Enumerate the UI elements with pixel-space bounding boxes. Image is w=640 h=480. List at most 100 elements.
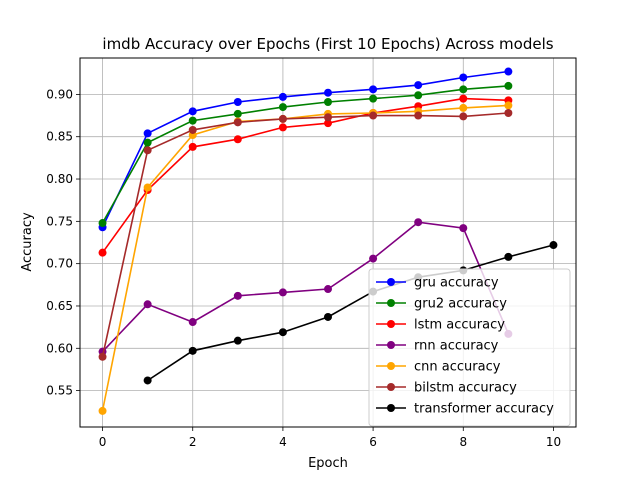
series-line-gru-accuracy [101,70,509,228]
legend-swatch-marker [387,320,395,328]
legend-entry: gru accuracy [376,276,499,291]
data-point [233,336,242,345]
data-point [233,135,242,144]
series-layer [98,67,558,415]
legend-entry: gru2 accuracy [376,297,507,312]
legend-entry: lstm accuracy [376,318,505,333]
legend-label: bilstm accuracy [414,381,517,396]
data-point [459,112,468,121]
data-point [459,224,468,233]
data-point [324,98,332,107]
series-gru2-accuracy [98,81,513,228]
legend-label: transformer accuracy [414,402,554,417]
data-point [324,312,332,321]
y-axis-ticks: 0.55 0.60 0.65 0.70 0.75 0.80 0.85 0.90 [46,87,80,398]
data-point [143,183,152,192]
data-point [98,352,107,361]
data-point [369,254,378,263]
data-point [459,103,468,112]
chart-title: imdb Accuracy over Epochs (First 10 Epoc… [102,35,553,53]
series-line-transformer-accuracy [147,244,554,382]
data-point [504,101,513,110]
data-point [459,73,468,82]
data-point [369,111,378,120]
legend-entry: bilstm accuracy [376,381,517,396]
x-tick-label: 2 [189,435,197,449]
x-tick-label: 6 [369,435,377,449]
data-point [278,103,287,112]
data-point [324,285,332,294]
data-point [278,123,287,132]
data-point [98,406,107,415]
data-point [504,109,513,118]
data-point [143,138,152,147]
legend-label: lstm accuracy [414,318,505,333]
legend-swatch-marker [387,278,395,286]
data-point [188,346,197,355]
data-point [459,85,468,94]
legend-swatch-marker [387,362,395,370]
data-point [188,125,197,134]
data-point [188,142,197,151]
y-tick-label: 0.70 [46,257,73,271]
x-tick-label: 4 [279,435,287,449]
legend-swatch-marker [387,299,395,307]
data-point [143,146,152,155]
x-axis-ticks: 0 2 4 6 8 10 [99,427,561,449]
y-tick-label: 0.85 [46,130,73,144]
data-point [414,91,423,100]
data-point [233,118,242,127]
data-point [188,318,197,327]
legend-entry: transformer accuracy [376,402,554,417]
y-tick-label: 0.55 [46,384,73,398]
y-tick-label: 0.75 [46,214,73,228]
legend-entry: rnn accuracy [376,339,499,354]
data-point [324,119,332,128]
legend-swatch-marker [387,383,395,391]
x-tick-label: 0 [99,435,107,449]
data-point [414,218,423,227]
series-line-bilstm-accuracy [101,112,509,357]
data-point [369,85,378,94]
data-point [278,114,287,123]
legend-label: cnn accuracy [414,360,501,375]
data-point [233,109,242,118]
series-line-rnn-accuracy [101,221,510,353]
legend-label: gru accuracy [414,276,499,291]
y-tick-label: 0.60 [46,341,73,355]
data-point [143,300,152,309]
data-point [188,107,197,116]
data-point [143,129,152,138]
x-tick-label: 10 [546,435,561,449]
series-line-lstm-accuracy [101,97,509,254]
legend-swatch-marker [387,404,395,412]
data-point [504,252,513,261]
legend-label: gru2 accuracy [414,297,507,312]
y-axis-title: Accuracy [20,212,35,272]
data-point [278,92,287,101]
legend-entry: cnn accuracy [376,360,501,375]
legend-label: rnn accuracy [414,339,499,354]
series-bilstm-accuracy [98,109,513,361]
legend-box [368,268,571,427]
data-point [188,116,197,125]
x-axis-title: Epoch [308,456,348,471]
data-point [278,328,287,337]
y-tick-label: 0.90 [46,87,73,101]
y-tick-label: 0.65 [46,299,73,313]
data-point [98,248,107,257]
series-gru-accuracy [98,67,513,232]
series-line-cnn-accuracy [101,104,509,412]
data-point [324,88,332,97]
data-point [504,67,513,76]
data-point [414,81,423,90]
data-point [414,111,423,120]
data-point [233,98,242,107]
data-point [324,113,332,122]
legend: gru accuracy gru2 accuracy lstm accuracy rn… [368,268,571,427]
data-point [369,94,378,103]
data-point [504,81,513,90]
data-point [459,94,468,103]
plot-frame [79,57,577,428]
